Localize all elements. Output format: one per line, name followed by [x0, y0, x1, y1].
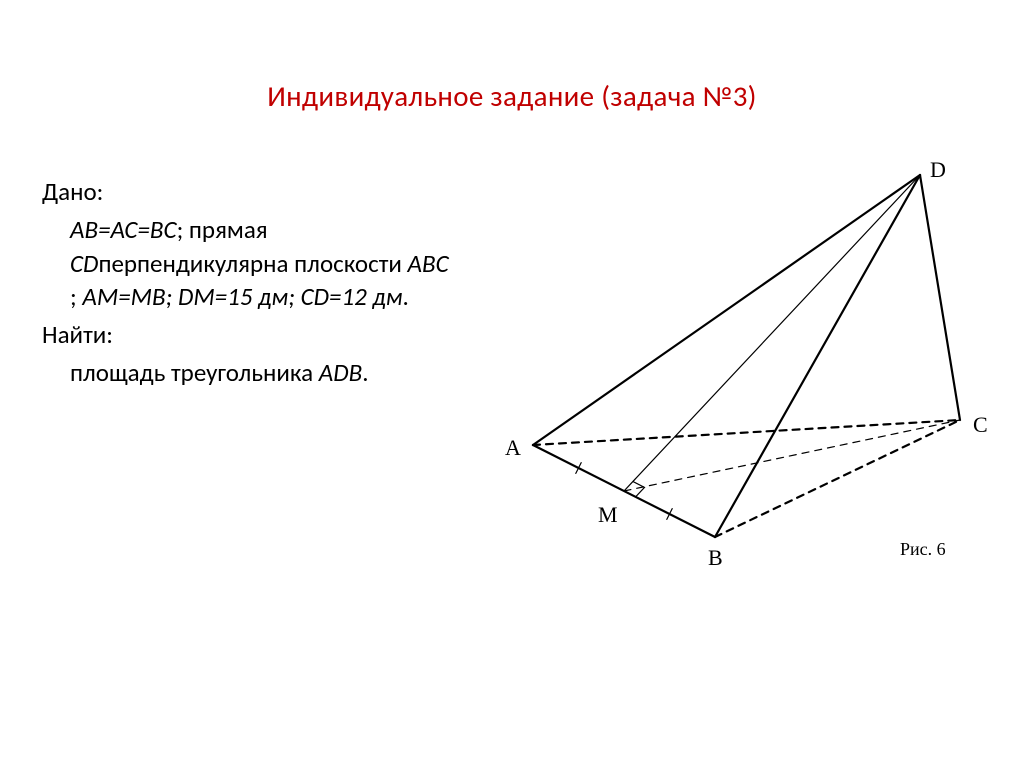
svg-text:Рис. 6: Рис. 6 — [900, 539, 946, 559]
svg-text:C: C — [973, 412, 988, 437]
find-1-italic: ADB — [319, 357, 362, 388]
find-1-rest: . — [362, 357, 368, 388]
svg-text:D: D — [930, 157, 946, 182]
given-3-italic: AM=MB; DM=15 дм; — [82, 281, 295, 312]
given-heading: Дано: — [42, 175, 452, 209]
slide-title: Индивидуальное задание (задача №3) — [0, 78, 1024, 114]
given-2-semi: ; — [70, 281, 77, 312]
problem-text: Дано: AB=AC=BC; прямая CDперпендикулярна… — [42, 175, 452, 394]
given-2-italic: CD — [70, 248, 98, 279]
given-1-rest: ; прямая — [177, 214, 268, 245]
given-4-italic: CD=12 дм — [301, 281, 403, 312]
given-2-abc: ABC — [408, 248, 449, 279]
given-1-italic: AB=AC=BC — [70, 214, 177, 245]
find-line: площадь треугольника ADB. — [42, 356, 452, 390]
diagram-svg: A B C D M Рис. 6 — [470, 155, 1010, 585]
given-line-1: AB=AC=BC; прямая CDперпендикулярна плоск… — [42, 213, 452, 314]
svg-text:M: M — [598, 502, 618, 527]
given-4-rest: . — [403, 281, 409, 312]
svg-text:B: B — [708, 545, 723, 570]
svg-text:A: A — [505, 435, 521, 460]
title-text: Индивидуальное задание (задача №3) — [267, 78, 757, 114]
slide: Индивидуальное задание (задача №3) Дано:… — [0, 0, 1024, 767]
find-1: площадь треугольника — [70, 357, 319, 388]
given-2-rest: перпендикулярна плоскости — [98, 248, 407, 279]
find-heading: Найти: — [42, 318, 452, 352]
geometry-diagram: A B C D M Рис. 6 — [470, 155, 1010, 585]
